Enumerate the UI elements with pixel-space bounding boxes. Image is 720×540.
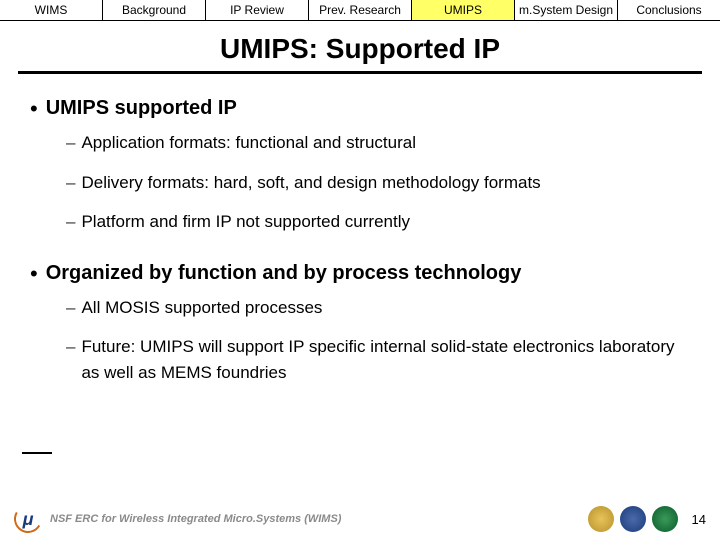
bullet-group-2: • Organized by function and by process t…	[30, 261, 690, 386]
crest-icon	[588, 506, 614, 532]
crest-icon	[620, 506, 646, 532]
crest-icon	[652, 506, 678, 532]
bullet-lvl2: – Platform and firm IP not supported cur…	[66, 209, 690, 235]
bullet-dot-icon: •	[30, 263, 38, 285]
bullet-lvl2: – Application formats: functional and st…	[66, 130, 690, 156]
bullet-lvl1-text: UMIPS supported IP	[46, 97, 237, 120]
dash-icon: –	[66, 298, 75, 318]
mu-logo-icon: μ	[14, 505, 42, 533]
page-number: 14	[692, 512, 706, 527]
bullet-lvl2-text: Platform and firm IP not supported curre…	[81, 209, 410, 235]
bullet-dot-icon: •	[30, 98, 38, 120]
tab-prev-research[interactable]: Prev. Research	[309, 0, 412, 20]
footer-text: NSF ERC for Wireless Integrated Micro.Sy…	[50, 513, 341, 525]
bullet-group-1: • UMIPS supported IP – Application forma…	[30, 96, 690, 235]
decorative-rule	[22, 452, 52, 454]
tab-system-design[interactable]: m.System Design	[515, 0, 618, 20]
dash-icon: –	[66, 337, 75, 357]
title-block: UMIPS: Supported IP	[0, 33, 720, 65]
tab-umips[interactable]: UMIPS	[412, 0, 515, 20]
bullet-lvl2: – All MOSIS supported processes	[66, 295, 690, 321]
bullet-lvl1: • Organized by function and by process t…	[30, 261, 690, 285]
nav-tabs: WIMS Background IP Review Prev. Research…	[0, 0, 720, 21]
slide-footer: μ NSF ERC for Wireless Integrated Micro.…	[0, 498, 720, 540]
page-title: UMIPS: Supported IP	[220, 33, 500, 65]
bullet-lvl2-text: All MOSIS supported processes	[81, 295, 322, 321]
bullet-lvl1: • UMIPS supported IP	[30, 96, 690, 120]
bullet-lvl2: – Delivery formats: hard, soft, and desi…	[66, 170, 690, 196]
tab-ip-review[interactable]: IP Review	[206, 0, 309, 20]
bullet-lvl2-text: Application formats: functional and stru…	[81, 130, 416, 156]
slide-content: • UMIPS supported IP – Application forma…	[0, 74, 720, 385]
tab-wims[interactable]: WIMS	[0, 0, 103, 20]
bullet-lvl2-text: Delivery formats: hard, soft, and design…	[81, 170, 540, 196]
tab-background[interactable]: Background	[103, 0, 206, 20]
dash-icon: –	[66, 173, 75, 193]
bullet-lvl2-text: Future: UMIPS will support IP specific i…	[81, 334, 690, 385]
footer-right: 14	[588, 506, 706, 532]
dash-icon: –	[66, 212, 75, 232]
tab-conclusions[interactable]: Conclusions	[618, 0, 720, 20]
dash-icon: –	[66, 133, 75, 153]
bullet-lvl1-text: Organized by function and by process tec…	[46, 262, 522, 285]
footer-left: μ NSF ERC for Wireless Integrated Micro.…	[14, 505, 341, 533]
bullet-lvl2: – Future: UMIPS will support IP specific…	[66, 334, 690, 385]
